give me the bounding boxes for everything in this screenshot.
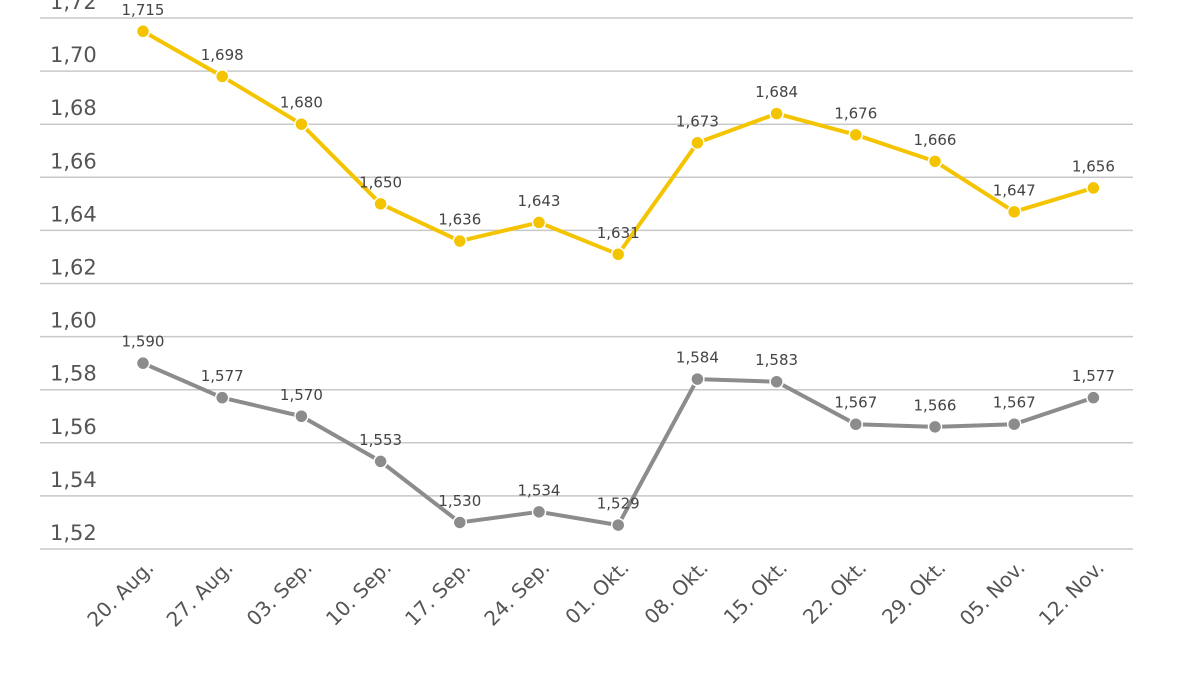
point — [135, 355, 151, 371]
point — [214, 69, 230, 84]
x-tick-label: 10. Sep. — [321, 555, 396, 630]
value-label: 1,529 — [597, 495, 640, 513]
point — [769, 106, 784, 121]
value-label: 1,570 — [280, 386, 323, 404]
point — [1086, 180, 1101, 196]
point — [1006, 416, 1022, 432]
point — [135, 24, 151, 39]
y-tick-label: 1,70 — [50, 43, 97, 67]
value-label: 1,684 — [755, 83, 798, 101]
value-label: 1,590 — [122, 333, 165, 351]
value-label: 1,631 — [597, 224, 640, 242]
value-label: 1,656 — [1072, 157, 1115, 175]
point — [690, 371, 705, 387]
point — [373, 196, 388, 212]
point — [294, 409, 309, 424]
point — [452, 233, 468, 249]
x-tick-label: 05. Nov. — [955, 555, 1030, 630]
point — [927, 419, 943, 435]
value-label: 1,650 — [359, 173, 402, 191]
point — [531, 215, 547, 230]
value-label: 1,643 — [518, 192, 561, 210]
y-tick-label: 1,62 — [50, 256, 97, 280]
point — [214, 390, 230, 405]
value-label: 1,577 — [1072, 367, 1115, 385]
x-tick-label: 20. Aug. — [82, 555, 158, 631]
point — [1006, 204, 1022, 220]
x-tick-label: 15. Okt. — [719, 555, 792, 628]
point — [294, 116, 309, 132]
value-label: 1,577 — [201, 367, 244, 385]
y-tick-label: 1,60 — [50, 309, 97, 333]
value-label: 1,636 — [438, 211, 481, 229]
y-tick-label: 1,54 — [50, 468, 97, 492]
x-tick-label: 24. Sep. — [479, 555, 554, 630]
value-label: 1,698 — [201, 46, 244, 64]
point — [531, 504, 547, 520]
x-tick-label: 08. Okt. — [640, 555, 713, 628]
value-label: 1,584 — [676, 349, 719, 367]
point — [769, 374, 784, 389]
x-tick-label: 29. Okt. — [877, 555, 950, 628]
value-label: 1,583 — [755, 351, 798, 369]
point — [610, 247, 626, 262]
y-tick-label: 1,56 — [50, 415, 97, 439]
value-label: 1,666 — [914, 131, 957, 149]
x-tick-label: 01. Okt. — [560, 555, 633, 628]
value-label: 1,534 — [518, 481, 561, 499]
y-tick-label: 1,58 — [50, 362, 97, 386]
x-tick-label: 17. Sep. — [400, 555, 475, 630]
point — [848, 127, 864, 143]
value-label: 1,566 — [914, 396, 957, 414]
value-label: 1,715 — [122, 1, 165, 19]
x-tick-label: 22. Okt. — [798, 555, 871, 628]
point — [452, 515, 468, 530]
value-label: 1,680 — [280, 94, 323, 112]
x-tick-label: 12. Nov. — [1034, 555, 1109, 630]
point — [373, 454, 388, 469]
x-tick-label: 27. Aug. — [162, 555, 238, 631]
value-label: 1,567 — [993, 394, 1036, 412]
point — [610, 517, 626, 533]
y-tick-label: 1,64 — [50, 202, 97, 226]
value-label: 1,530 — [438, 492, 481, 510]
y-tick-label: 1,66 — [50, 149, 97, 173]
x-tick-label: 03. Sep. — [242, 555, 317, 630]
value-label: 1,673 — [676, 112, 719, 130]
value-label: 1,647 — [993, 181, 1036, 199]
value-label: 1,567 — [834, 394, 877, 412]
y-tick-label: 1,68 — [50, 96, 97, 120]
point — [927, 154, 943, 169]
value-label: 1,553 — [359, 431, 402, 449]
point — [848, 416, 864, 432]
y-tick-label: 1,52 — [50, 521, 97, 545]
point — [1086, 390, 1101, 405]
point — [690, 135, 705, 151]
value-label: 1,676 — [834, 104, 877, 122]
y-tick-label: 1,72 — [50, 0, 97, 14]
